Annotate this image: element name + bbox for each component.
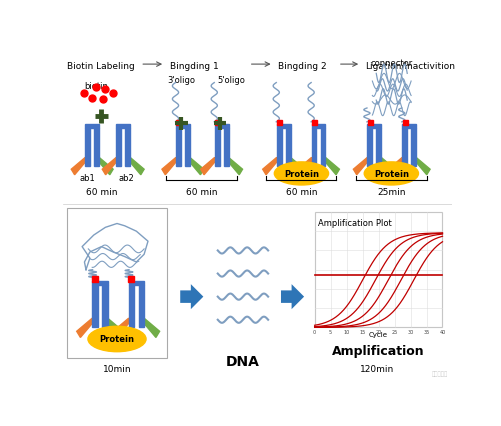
Polygon shape (102, 158, 118, 176)
Polygon shape (323, 158, 339, 176)
Text: 0: 0 (313, 329, 316, 334)
Text: 60 min: 60 min (185, 188, 217, 197)
Text: Amplification Plot: Amplification Plot (318, 219, 391, 227)
Polygon shape (262, 158, 278, 176)
Bar (94, 128, 99, 166)
Text: DNA: DNA (225, 354, 259, 368)
Text: 10: 10 (343, 329, 349, 334)
Text: Bingding 2: Bingding 2 (278, 62, 326, 71)
Ellipse shape (364, 162, 418, 186)
Text: Cycle: Cycle (368, 331, 387, 337)
Bar (85, 128, 90, 166)
Bar (116, 128, 121, 166)
Polygon shape (414, 158, 429, 176)
Ellipse shape (274, 162, 328, 186)
Polygon shape (71, 158, 87, 176)
Bar (276, 125, 290, 128)
Bar (102, 285, 108, 328)
Text: 20: 20 (375, 329, 381, 334)
Polygon shape (289, 158, 304, 176)
Text: 5'oligo: 5'oligo (217, 76, 245, 85)
Text: Bingding 1: Bingding 1 (169, 62, 218, 71)
Bar (85, 125, 99, 128)
Text: 25min: 25min (376, 188, 405, 197)
Bar (401, 128, 406, 166)
Polygon shape (162, 158, 177, 176)
Bar (401, 125, 415, 128)
Text: biotin: biotin (84, 82, 108, 91)
Bar (223, 128, 228, 166)
Text: 60 min: 60 min (86, 188, 117, 197)
Bar (175, 125, 189, 128)
Text: 35: 35 (422, 329, 429, 334)
Bar (128, 285, 134, 328)
Text: 40: 40 (438, 329, 445, 334)
Polygon shape (200, 158, 216, 176)
Bar (125, 128, 130, 166)
Text: Biotin Labeling: Biotin Labeling (67, 62, 134, 71)
Bar (92, 282, 108, 285)
Polygon shape (128, 158, 144, 176)
Bar (311, 128, 316, 166)
Bar (311, 125, 325, 128)
Bar (367, 128, 371, 166)
Bar (138, 285, 144, 328)
Text: connector: connector (370, 59, 412, 68)
Bar (320, 128, 325, 166)
Text: 60 min: 60 min (285, 188, 317, 197)
Text: 120min: 120min (360, 364, 394, 373)
Text: 25: 25 (391, 329, 397, 334)
Text: ab1: ab1 (80, 174, 95, 183)
Bar (376, 128, 381, 166)
Ellipse shape (88, 326, 146, 352)
Bar (410, 128, 415, 166)
Polygon shape (387, 158, 403, 176)
Text: 10min: 10min (103, 364, 131, 373)
Text: Ligation/Inactivition: Ligation/Inactivition (364, 62, 454, 71)
Bar (214, 125, 228, 128)
Polygon shape (226, 158, 242, 176)
Bar (214, 128, 219, 166)
Bar (116, 125, 130, 128)
Polygon shape (142, 319, 159, 338)
Polygon shape (297, 158, 313, 176)
Text: Protein: Protein (99, 335, 134, 344)
Text: 有礼品赠网: 有礼品赠网 (431, 371, 447, 376)
FancyBboxPatch shape (314, 213, 441, 328)
Bar (285, 128, 290, 166)
Bar (175, 128, 180, 166)
Text: 5: 5 (328, 329, 332, 334)
Polygon shape (379, 158, 394, 176)
Text: ab2: ab2 (118, 174, 134, 183)
Polygon shape (353, 158, 368, 176)
Bar (184, 128, 189, 166)
Polygon shape (106, 319, 123, 338)
Bar (92, 285, 97, 328)
Polygon shape (97, 158, 113, 176)
Polygon shape (113, 319, 130, 338)
Bar (276, 128, 281, 166)
Bar (367, 125, 381, 128)
Text: 3'oligo: 3'oligo (167, 76, 195, 85)
Text: Protein: Protein (284, 170, 318, 178)
Bar (128, 282, 144, 285)
Text: 30: 30 (407, 329, 413, 334)
Text: Amplification: Amplification (332, 345, 424, 357)
Text: 15: 15 (359, 329, 365, 334)
Polygon shape (77, 319, 94, 338)
FancyBboxPatch shape (67, 209, 167, 358)
Text: Protein: Protein (373, 170, 408, 178)
Polygon shape (188, 158, 203, 176)
